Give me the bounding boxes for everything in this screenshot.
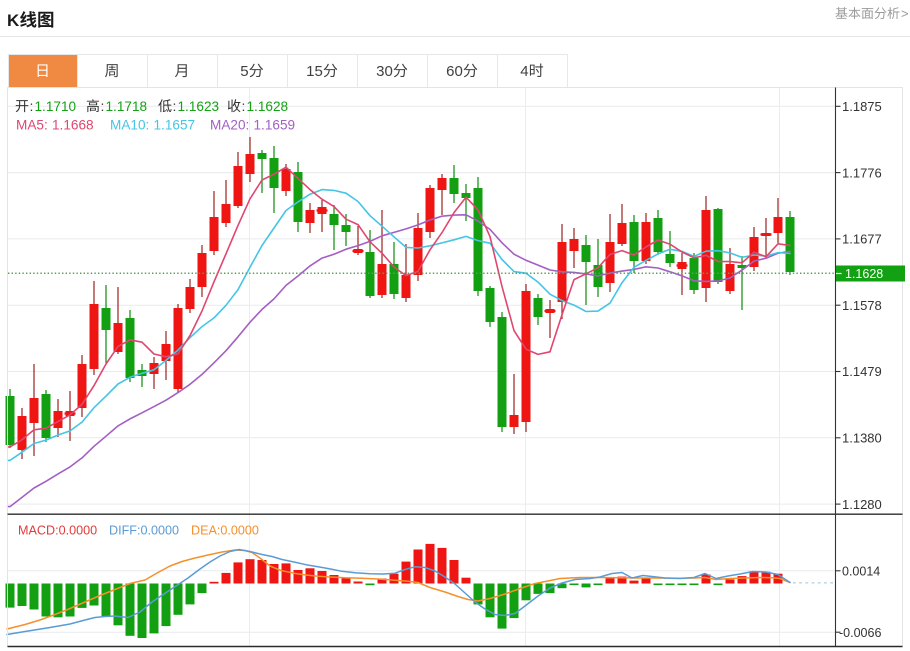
svg-text:K: K xyxy=(7,11,20,30)
svg-text:1.1628: 1.1628 xyxy=(247,99,289,114)
svg-text:1.1657: 1.1657 xyxy=(154,118,196,133)
svg-text:1.1280: 1.1280 xyxy=(842,497,882,512)
svg-text:1.1710: 1.1710 xyxy=(35,99,77,114)
svg-text:4: 4 xyxy=(520,63,528,80)
svg-text:5: 5 xyxy=(240,63,248,80)
svg-text:>: > xyxy=(901,6,909,21)
svg-text:-0.0066: -0.0066 xyxy=(839,626,881,640)
svg-text:MA5:: MA5: xyxy=(16,118,48,133)
svg-text::: : xyxy=(242,98,246,114)
svg-text:0: 0 xyxy=(455,63,463,80)
svg-text:0: 0 xyxy=(385,63,393,80)
svg-text:DEA:0.0000: DEA:0.0000 xyxy=(191,524,259,538)
svg-text:1.1875: 1.1875 xyxy=(842,99,882,114)
svg-text:0.0014: 0.0014 xyxy=(842,565,880,579)
svg-text::: : xyxy=(30,98,34,114)
svg-text:1.1718: 1.1718 xyxy=(106,99,148,114)
svg-text:1.1628: 1.1628 xyxy=(845,267,883,281)
svg-text:1.1578: 1.1578 xyxy=(842,298,882,313)
svg-text:5: 5 xyxy=(315,63,323,80)
svg-text:1.1623: 1.1623 xyxy=(178,99,220,114)
svg-text:MA20:: MA20: xyxy=(210,118,249,133)
svg-text:1.1776: 1.1776 xyxy=(842,165,882,180)
svg-text:1.1659: 1.1659 xyxy=(254,118,296,133)
svg-text:1.1380: 1.1380 xyxy=(842,431,882,446)
svg-text:DIFF:0.0000: DIFF:0.0000 xyxy=(109,524,179,538)
svg-text:6: 6 xyxy=(446,63,454,80)
svg-text:3: 3 xyxy=(376,63,384,80)
svg-text:1.1677: 1.1677 xyxy=(842,232,882,247)
svg-text::: : xyxy=(173,98,177,114)
svg-text:1.1479: 1.1479 xyxy=(842,364,882,379)
svg-text:MACD:0.0000: MACD:0.0000 xyxy=(18,524,97,538)
svg-text:1: 1 xyxy=(306,63,314,80)
svg-text:MA10:: MA10: xyxy=(110,118,149,133)
svg-text:1.1668: 1.1668 xyxy=(52,118,94,133)
svg-text::: : xyxy=(101,98,105,114)
